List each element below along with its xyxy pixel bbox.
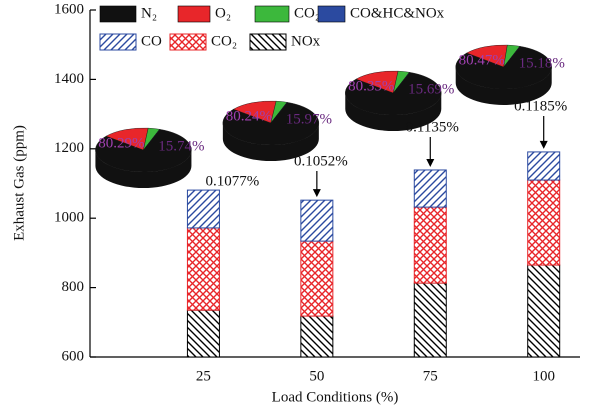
pie-slice <box>355 70 399 94</box>
arrow-head <box>539 140 548 149</box>
y-tick-label: 600 <box>62 348 85 364</box>
legend-label: CO <box>141 33 162 49</box>
pie-label: 15.97% <box>286 111 332 127</box>
legend-swatch <box>317 5 346 23</box>
bar-segment <box>300 199 334 242</box>
legend-label: CO₂ <box>211 33 237 49</box>
bar-segment <box>413 169 447 208</box>
pie-label: 80.47% <box>459 52 505 68</box>
pie-side <box>222 123 319 161</box>
pie-slice <box>95 129 192 173</box>
y-axis-label: Exhaust Gas (ppm) <box>11 125 27 241</box>
bar-segment <box>186 227 220 311</box>
x-tick-label: 75 <box>423 368 438 384</box>
bar-segment <box>300 315 334 358</box>
y-tick-label: 800 <box>62 279 85 295</box>
bar-segment <box>186 309 220 358</box>
bar-segment <box>186 189 220 229</box>
legend-label: N₂ <box>141 5 157 21</box>
pie-label: 80.29% <box>98 135 144 151</box>
pie-label: 15.18% <box>519 55 565 71</box>
legend-swatch <box>169 33 207 51</box>
legend-swatch <box>254 5 290 23</box>
pie-label: 80.24% <box>226 108 272 124</box>
legend-label: NOx <box>291 33 321 49</box>
pie-label: 15.69% <box>408 81 454 97</box>
bar-segment <box>413 282 447 358</box>
bar-segment <box>527 151 561 181</box>
x-tick-label: 50 <box>309 368 324 384</box>
bar-segment <box>527 264 561 358</box>
arrow-head <box>312 189 321 198</box>
bar-segment <box>527 179 561 266</box>
y-tick-label: 1400 <box>54 71 84 87</box>
y-tick-label: 1200 <box>54 140 84 156</box>
legend-swatch <box>249 33 287 51</box>
pie-label: 0.1135% <box>406 119 459 135</box>
pie-side <box>95 150 192 188</box>
pie-slice <box>233 100 277 124</box>
pie-label: 0.1185% <box>514 98 567 114</box>
legend-swatch <box>177 5 211 23</box>
legend-label: CO&HC&NOx <box>350 5 445 21</box>
legend-label: CO₂ <box>294 5 320 21</box>
pie-label: 0.1052% <box>294 153 348 169</box>
bar-segment <box>300 240 334 317</box>
x-axis-label: Load Conditions (%) <box>272 389 399 405</box>
pie-side <box>345 93 442 131</box>
pie-label: 15.74% <box>158 138 204 154</box>
pie-slice <box>393 72 411 94</box>
pie-slice <box>105 127 149 151</box>
bar-segment <box>413 206 447 284</box>
arrow-head <box>426 158 435 167</box>
pie-slice <box>455 46 552 90</box>
legend-swatch <box>99 33 137 51</box>
y-tick-label: 1600 <box>54 1 84 17</box>
pie-label: 0.1077% <box>206 173 260 189</box>
x-tick-label: 25 <box>196 368 211 384</box>
pie-side <box>455 67 552 105</box>
pie-slice <box>222 102 320 146</box>
legend-label: O₂ <box>215 5 231 21</box>
pie-slice <box>345 72 442 116</box>
x-tick-label: 100 <box>532 368 555 384</box>
pie-slice <box>503 46 521 68</box>
pie-slice <box>270 102 288 124</box>
pie-label: 80.35% <box>348 78 394 94</box>
pie-slice <box>143 129 161 151</box>
y-tick-label: 1000 <box>54 210 84 226</box>
legend-swatch <box>99 5 137 23</box>
